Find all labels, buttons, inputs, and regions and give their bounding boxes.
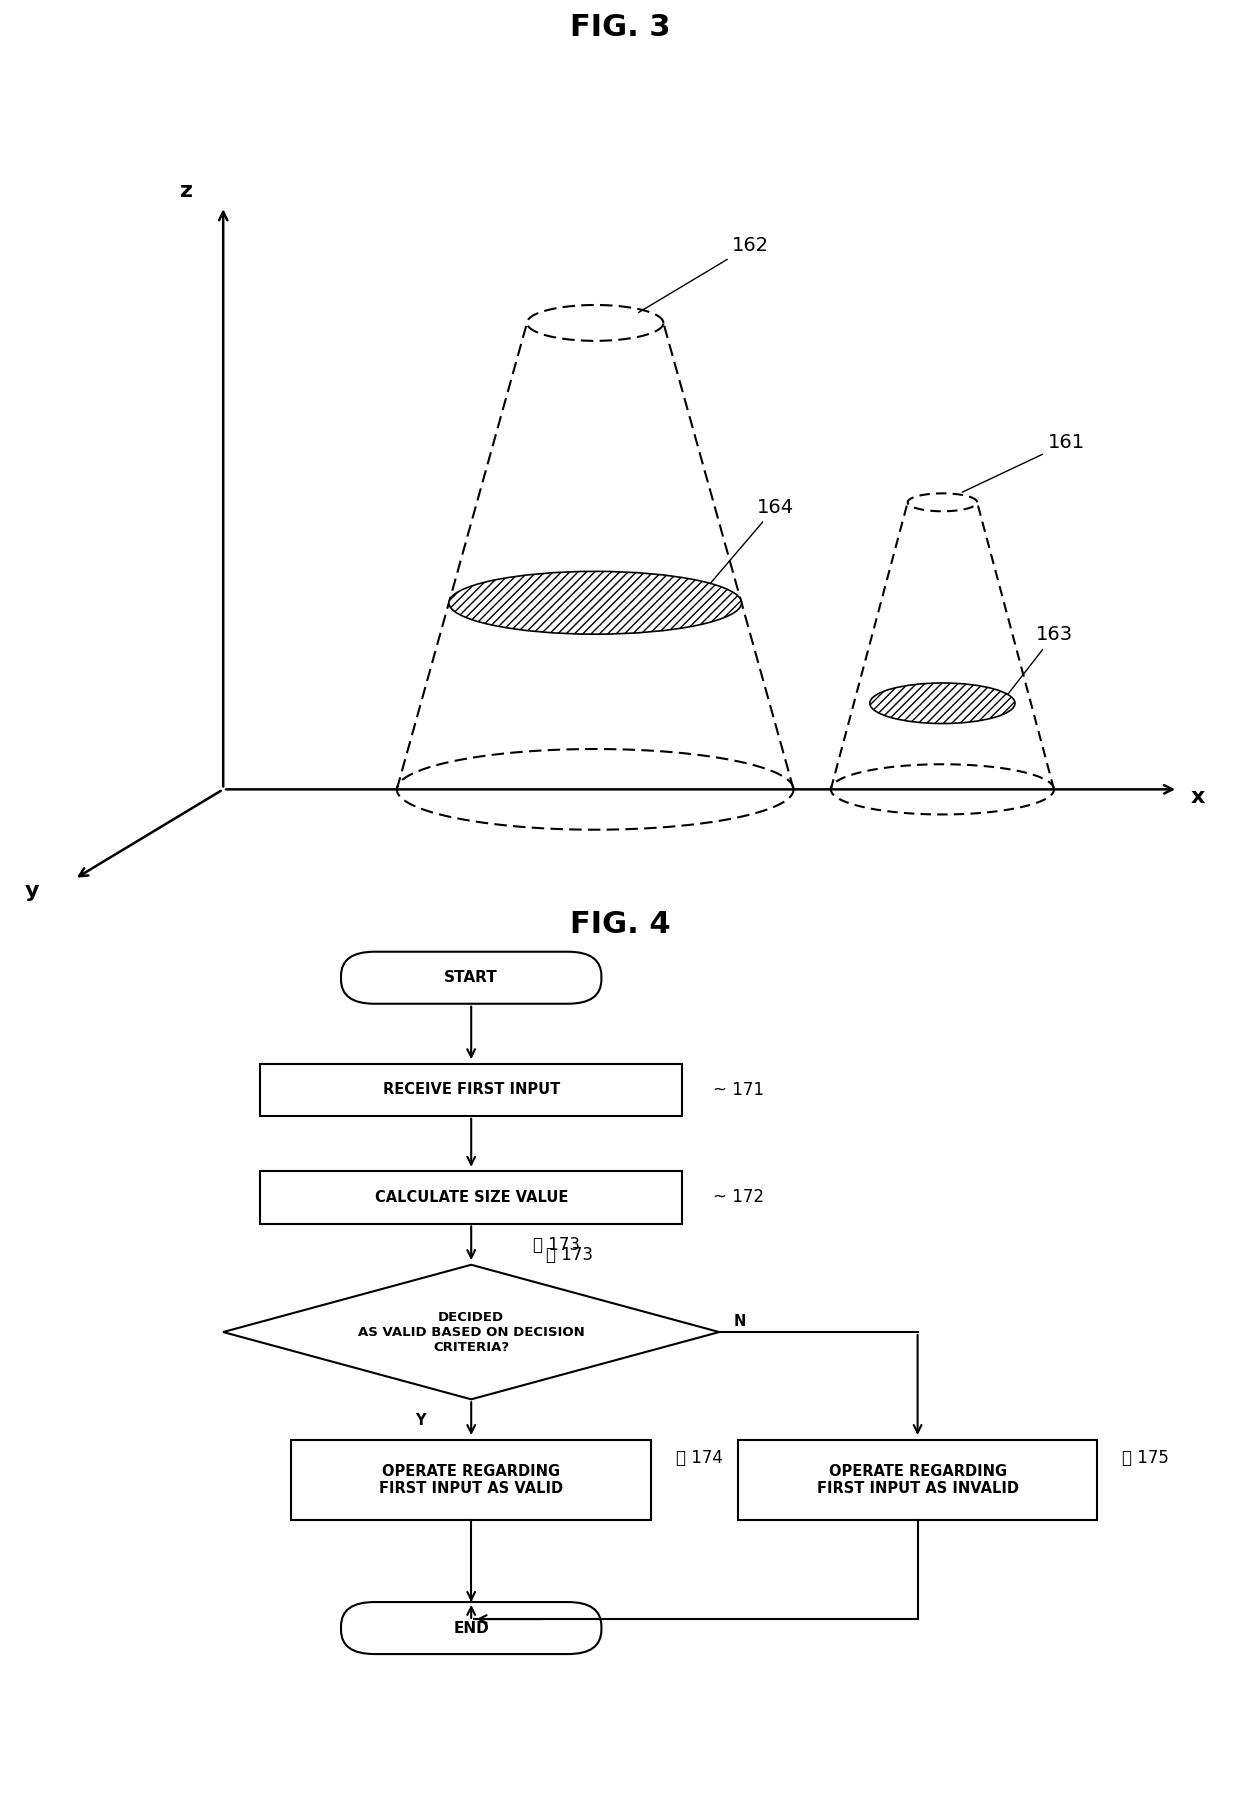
Text: N: N	[734, 1313, 746, 1329]
Text: END: END	[454, 1620, 489, 1636]
Text: 162: 162	[639, 237, 769, 312]
Text: OPERATE REGARDING
FIRST INPUT AS VALID: OPERATE REGARDING FIRST INPUT AS VALID	[379, 1464, 563, 1496]
Bar	[260, 1064, 682, 1116]
Text: DECIDED
AS VALID BASED ON DECISION
CRITERIA?: DECIDED AS VALID BASED ON DECISION CRITE…	[358, 1311, 584, 1353]
Text: ⼿ 173: ⼿ 173	[546, 1247, 593, 1265]
Bar	[291, 1439, 651, 1521]
Text: ⼿ 174: ⼿ 174	[676, 1450, 723, 1467]
Text: FIG. 4: FIG. 4	[569, 911, 671, 940]
FancyBboxPatch shape	[341, 951, 601, 1005]
Text: START: START	[444, 971, 498, 985]
Text: ~ 172: ~ 172	[713, 1188, 764, 1207]
Ellipse shape	[449, 572, 742, 635]
Text: y: y	[25, 881, 40, 901]
Text: ⼿ 175: ⼿ 175	[1122, 1450, 1169, 1467]
Text: Y: Y	[415, 1414, 425, 1428]
Text: OPERATE REGARDING
FIRST INPUT AS INVALID: OPERATE REGARDING FIRST INPUT AS INVALID	[817, 1464, 1018, 1496]
Text: 161: 161	[962, 434, 1085, 492]
FancyBboxPatch shape	[341, 1602, 601, 1654]
Text: x: x	[1190, 788, 1205, 807]
Text: ~ 171: ~ 171	[713, 1080, 764, 1100]
Text: z: z	[180, 181, 192, 201]
Text: CALCULATE SIZE VALUE: CALCULATE SIZE VALUE	[374, 1189, 568, 1206]
Text: RECEIVE FIRST INPUT: RECEIVE FIRST INPUT	[383, 1082, 559, 1098]
Bar	[738, 1439, 1097, 1521]
Text: 163: 163	[1006, 626, 1073, 696]
Bar	[260, 1171, 682, 1224]
Polygon shape	[223, 1265, 719, 1399]
Text: ⼿ 173: ⼿ 173	[533, 1236, 580, 1254]
Ellipse shape	[869, 684, 1016, 723]
Text: 164: 164	[699, 499, 794, 596]
Text: FIG. 3: FIG. 3	[569, 14, 671, 43]
